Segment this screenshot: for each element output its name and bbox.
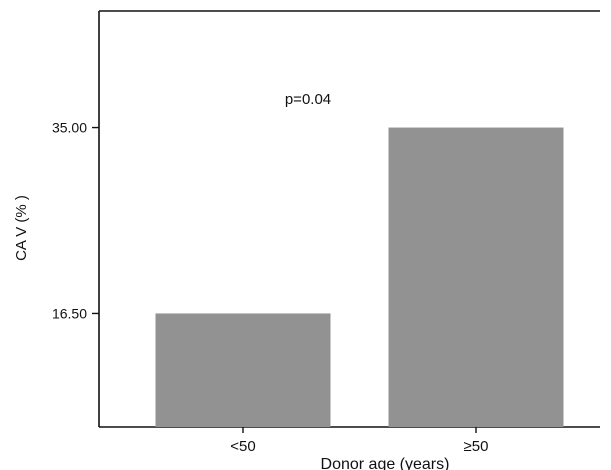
bar-1 [388, 127, 564, 427]
y-ticks-group: 16.50 35.00 [52, 120, 99, 321]
y-axis-label: CA V (% ) [13, 195, 30, 261]
x-tick-label-0: <50 [230, 438, 255, 455]
bars-group [155, 127, 564, 427]
y-tick-label-1: 35.00 [52, 120, 87, 136]
x-axis-label: Donor age (years) [321, 456, 450, 470]
y-tick-label-0: 16.50 [52, 305, 87, 321]
bar-0 [155, 313, 331, 427]
p-value-annotation: p=0.04 [285, 91, 331, 108]
x-tick-label-1: ≥50 [464, 438, 489, 455]
x-ticks-group: <50 ≥50 [230, 427, 488, 455]
